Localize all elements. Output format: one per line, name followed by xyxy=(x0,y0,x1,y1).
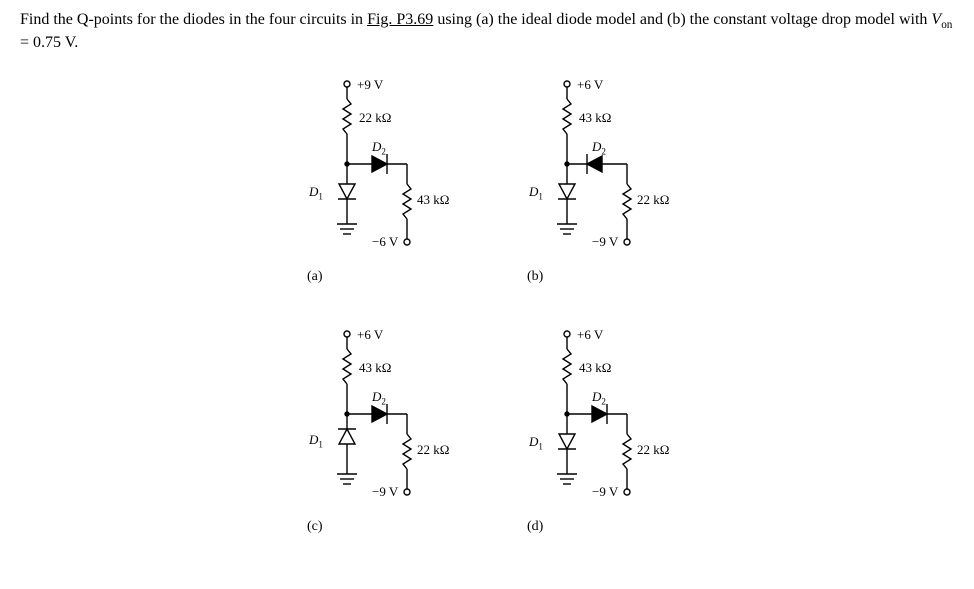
mid-res-a: 43 kΩ xyxy=(417,192,449,208)
problem-prefix: Find the Q-points for the diodes in the … xyxy=(20,11,367,28)
top-supply-d: +6 V xyxy=(577,327,603,343)
bot-supply-b: −9 V xyxy=(592,234,618,250)
bot-supply-d: −9 V xyxy=(592,484,618,500)
figure-link[interactable]: Fig. P3.69 xyxy=(367,11,433,28)
d2-label-c: D2 xyxy=(372,389,386,407)
d1-label-d: D1 xyxy=(529,434,543,452)
d1-label-a: D1 xyxy=(309,184,323,202)
d2-label-b: D2 xyxy=(592,139,606,157)
problem-middle: using (a) the ideal diode model and (b) … xyxy=(433,11,931,28)
d1-label-b: D1 xyxy=(529,184,543,202)
top-res-a: 22 kΩ xyxy=(359,110,391,126)
circuits-grid: +9 V 22 kΩ D2 43 kΩ D1 −6 V (a) xyxy=(287,74,687,564)
top-supply-b: +6 V xyxy=(577,77,603,93)
top-res-c: 43 kΩ xyxy=(359,360,391,376)
top-supply-c: +6 V xyxy=(357,327,383,343)
sub-c: (c) xyxy=(307,519,323,535)
sub-d: (d) xyxy=(527,519,543,535)
circuit-d: +6 V 43 kΩ D2 22 kΩ D1 −9 V (d) xyxy=(507,324,687,564)
problem-statement: Find the Q-points for the diodes in the … xyxy=(20,10,954,54)
mid-res-c: 22 kΩ xyxy=(417,442,449,458)
d2-label-d: D2 xyxy=(592,389,606,407)
d2-label-a: D2 xyxy=(372,139,386,157)
von-sub: on xyxy=(941,19,952,31)
von-value: = 0.75 V. xyxy=(20,34,78,51)
d1-label-c: D1 xyxy=(309,432,323,450)
bot-supply-c: −9 V xyxy=(372,484,398,500)
top-res-d: 43 kΩ xyxy=(579,360,611,376)
mid-res-d: 22 kΩ xyxy=(637,442,669,458)
problem-von: V xyxy=(931,11,941,28)
sub-b: (b) xyxy=(527,269,543,285)
circuit-a: +9 V 22 kΩ D2 43 kΩ D1 −6 V (a) xyxy=(287,74,467,314)
top-supply-a: +9 V xyxy=(357,77,383,93)
circuit-b: +6 V 43 kΩ D2 22 kΩ D1 −9 V (b) xyxy=(507,74,687,314)
sub-a: (a) xyxy=(307,269,323,285)
bot-supply-a: −6 V xyxy=(372,234,398,250)
circuit-c: +6 V 43 kΩ D2 22 kΩ D1 −9 V (c) xyxy=(287,324,467,564)
top-res-b: 43 kΩ xyxy=(579,110,611,126)
mid-res-b: 22 kΩ xyxy=(637,192,669,208)
